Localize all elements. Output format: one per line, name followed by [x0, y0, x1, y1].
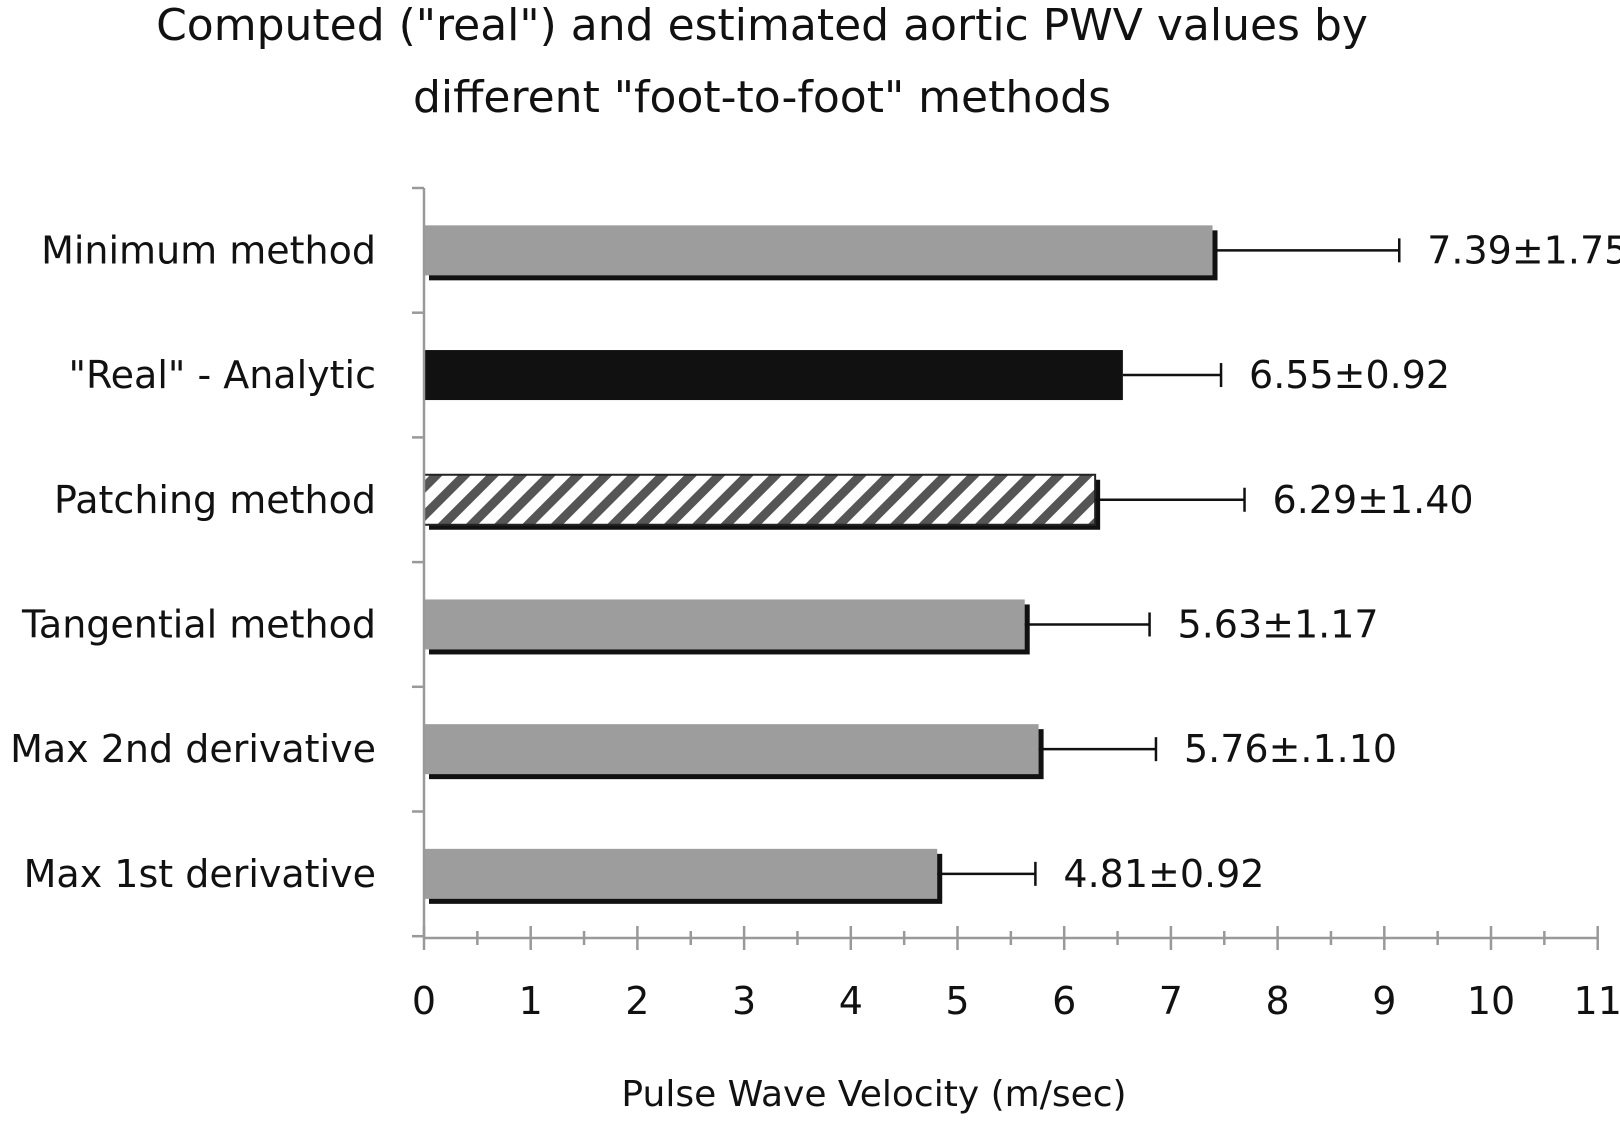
bar-3 — [423, 473, 1097, 526]
x-tick-label-1: 1 — [519, 979, 543, 1023]
bar-4 — [424, 599, 1025, 650]
chart-title-line-2: different "foot-to-foot" methods — [413, 72, 1111, 123]
chart-title-line-1: Computed ("real") and estimated aortic P… — [156, 0, 1368, 51]
category-label-6: Max 1st derivative — [24, 852, 376, 896]
x-tick-label-9: 9 — [1372, 979, 1396, 1023]
x-axis-label: Pulse Wave Velocity (m/sec) — [621, 1074, 1126, 1115]
bar-2 — [424, 350, 1123, 401]
value-label-3: 6.29±1.40 — [1273, 478, 1474, 522]
x-tick-label-3: 3 — [732, 979, 756, 1023]
value-label-2: 6.55±0.92 — [1249, 353, 1450, 397]
value-label-1: 7.39±1.75 — [1427, 228, 1620, 272]
bar-5 — [424, 724, 1039, 775]
x-tick-label-5: 5 — [945, 979, 969, 1023]
x-tick-label-10: 10 — [1467, 979, 1515, 1023]
category-label-5: Max 2nd derivative — [10, 727, 376, 771]
value-label-6: 4.81±0.92 — [1063, 852, 1264, 896]
labels: Minimum method "Real" - Analytic Patching … — [10, 228, 1620, 1115]
bars — [423, 225, 1401, 904]
chart-title: Computed ("real") and estimated aortic P… — [156, 0, 1368, 123]
x-tick-label-11: 11 — [1574, 979, 1620, 1023]
category-label-3: Patching method — [54, 478, 376, 522]
bar-6 — [424, 848, 938, 899]
category-label-4: Tangential method — [21, 602, 376, 646]
x-tick-label-4: 4 — [839, 979, 863, 1023]
x-tick-label-0: 0 — [412, 979, 436, 1023]
x-tick-label-8: 8 — [1266, 979, 1290, 1023]
axes — [412, 186, 1599, 950]
category-label-2: "Real" - Analytic — [68, 353, 376, 397]
bar-1 — [424, 225, 1213, 276]
value-label-5: 5.76±.1.10 — [1184, 727, 1397, 771]
x-tick-label-2: 2 — [625, 979, 649, 1023]
category-label-1: Minimum method — [41, 228, 376, 272]
x-tick-label-7: 7 — [1159, 979, 1183, 1023]
value-label-4: 5.63±1.17 — [1178, 602, 1379, 646]
x-tick-label-6: 6 — [1052, 979, 1076, 1023]
